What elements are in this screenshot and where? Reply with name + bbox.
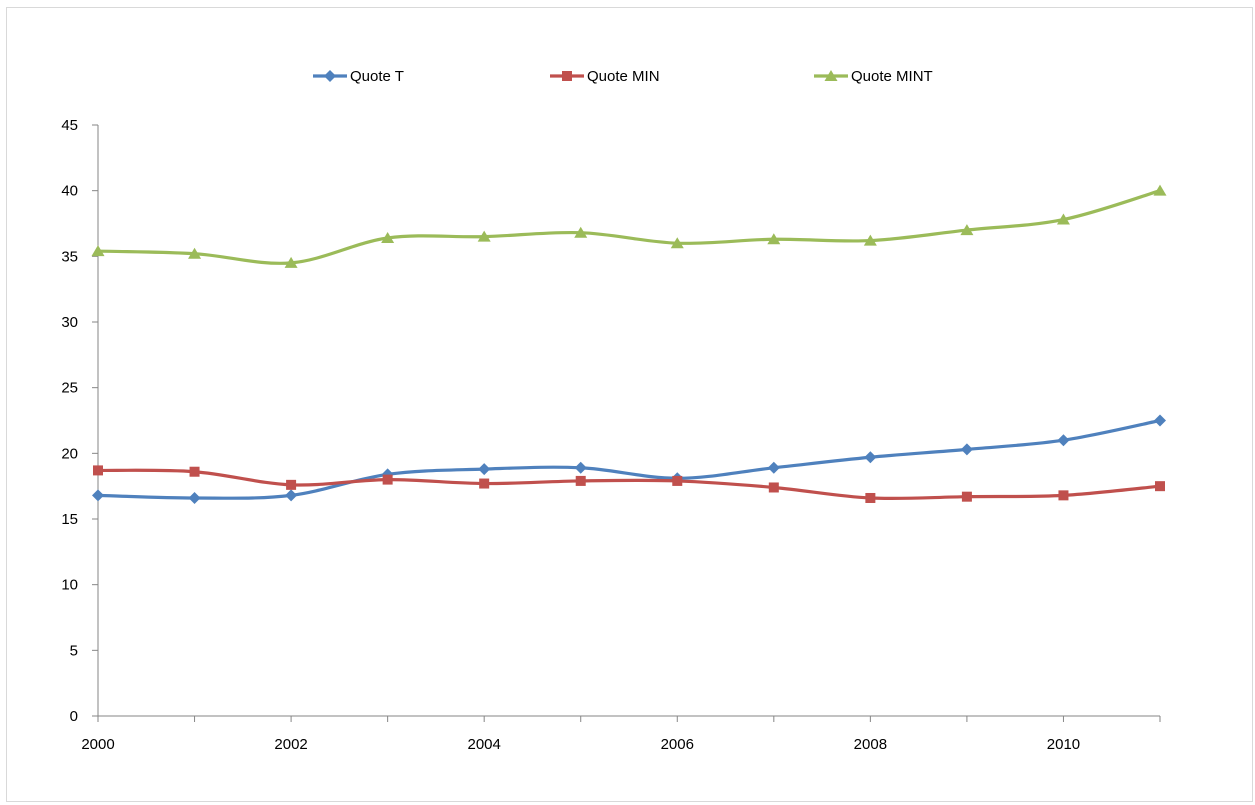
data-point bbox=[92, 489, 104, 502]
legend-swatch-marker bbox=[324, 70, 336, 82]
y-tick-label: 35 bbox=[61, 248, 78, 265]
x-tick-label: 2006 bbox=[661, 736, 694, 753]
data-point bbox=[285, 489, 298, 502]
y-tick-label: 25 bbox=[61, 380, 78, 397]
x-tick-label: 2002 bbox=[274, 736, 307, 753]
data-point bbox=[574, 461, 587, 474]
series-line bbox=[96, 189, 1162, 265]
y-tick-label: 10 bbox=[61, 577, 78, 594]
data-point bbox=[961, 491, 972, 502]
legend-swatch-marker bbox=[824, 70, 838, 81]
data-point bbox=[1058, 490, 1069, 501]
data-point bbox=[960, 443, 973, 456]
data-point bbox=[93, 465, 103, 476]
data-point bbox=[1153, 184, 1167, 196]
x-tick-label: 2008 bbox=[854, 736, 887, 753]
legend-label: Quote MIN bbox=[587, 68, 660, 85]
legend-label: Quote T bbox=[350, 68, 404, 85]
data-point bbox=[670, 237, 684, 249]
y-tick-label: 30 bbox=[61, 314, 78, 331]
data-point bbox=[767, 461, 780, 474]
x-tick-label: 2004 bbox=[467, 736, 500, 753]
x-tick-label: 2010 bbox=[1047, 736, 1080, 753]
x-tick-label: 2000 bbox=[81, 736, 114, 753]
data-point bbox=[863, 234, 877, 246]
series-line bbox=[96, 418, 1162, 500]
y-tick-label: 40 bbox=[61, 183, 78, 200]
y-axis: 0 5 10 15 20 25 30 35 40 45 bbox=[61, 117, 99, 725]
y-tick-label: 0 bbox=[70, 708, 78, 725]
data-point bbox=[672, 475, 683, 486]
data-point bbox=[91, 245, 105, 257]
legend-entry: Quote MINT bbox=[814, 68, 933, 85]
data-point bbox=[575, 475, 586, 486]
series-layer bbox=[91, 184, 1167, 504]
data-point bbox=[960, 224, 974, 236]
data-point bbox=[477, 230, 491, 242]
data-point bbox=[864, 451, 877, 464]
data-point bbox=[768, 482, 779, 493]
data-point bbox=[1154, 414, 1166, 427]
data-point bbox=[479, 478, 490, 489]
data-point bbox=[381, 231, 395, 243]
series-1 bbox=[93, 465, 1165, 503]
y-tick-label: 15 bbox=[61, 511, 78, 528]
data-point bbox=[1057, 434, 1070, 447]
y-tick-label: 5 bbox=[70, 642, 78, 659]
legend-label: Quote MINT bbox=[851, 68, 933, 85]
data-point bbox=[382, 474, 393, 485]
series-0 bbox=[92, 414, 1166, 504]
data-point bbox=[188, 491, 201, 504]
series-line bbox=[96, 468, 1162, 501]
legend-swatch-marker bbox=[562, 71, 572, 81]
legend-entry: Quote T bbox=[313, 68, 404, 85]
data-point bbox=[865, 492, 876, 503]
data-point bbox=[574, 226, 588, 238]
series-2 bbox=[91, 184, 1167, 268]
data-point bbox=[1056, 213, 1070, 225]
x-axis: 2000 2002 2004 2006 2008 2010 bbox=[81, 715, 1161, 753]
legend-entry: Quote MIN bbox=[550, 68, 660, 85]
data-point bbox=[767, 233, 781, 245]
chart-frame bbox=[6, 7, 1253, 802]
data-point bbox=[189, 466, 200, 477]
legend: Quote T Quote MIN Quote MINT bbox=[313, 68, 933, 85]
data-point bbox=[284, 256, 298, 268]
y-tick-label: 45 bbox=[61, 117, 78, 134]
data-point bbox=[1155, 481, 1165, 492]
y-tick-label: 20 bbox=[61, 445, 78, 462]
data-point bbox=[286, 479, 297, 490]
data-point bbox=[478, 463, 491, 476]
data-point bbox=[188, 247, 202, 259]
